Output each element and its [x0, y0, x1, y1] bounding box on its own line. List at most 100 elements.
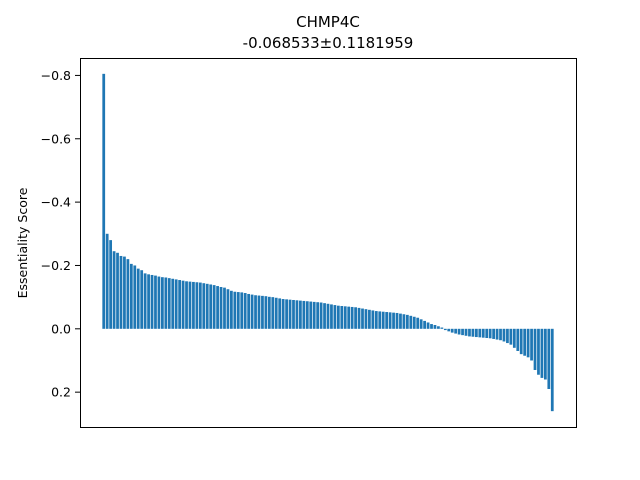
bar — [461, 328, 464, 336]
bar — [495, 328, 499, 340]
bar — [147, 274, 150, 329]
bar — [388, 312, 392, 329]
bar — [188, 281, 192, 329]
bar — [399, 313, 402, 329]
bar — [416, 317, 420, 329]
bar — [216, 286, 219, 329]
y-tick-label: 0.0 — [51, 321, 71, 336]
bar — [533, 328, 537, 370]
bar — [202, 283, 206, 329]
bar — [336, 305, 340, 329]
bar — [423, 320, 426, 329]
bar — [181, 280, 185, 329]
bar — [305, 301, 309, 329]
bar — [316, 302, 320, 329]
chart-subtitle: -0.068533±0.1181959 — [243, 34, 414, 52]
bar — [340, 306, 344, 329]
bar — [509, 328, 513, 345]
bar — [523, 328, 527, 356]
bar — [302, 300, 306, 329]
bar — [357, 307, 361, 329]
bar — [550, 328, 554, 412]
bar — [119, 255, 123, 329]
bar — [312, 301, 316, 329]
bar — [233, 291, 237, 329]
bar — [433, 325, 437, 329]
bar — [174, 279, 178, 329]
chart-title: CHMP4C — [296, 13, 360, 31]
bar — [154, 275, 157, 329]
bar — [261, 295, 264, 329]
bar — [519, 328, 523, 355]
bar — [240, 292, 244, 329]
bar — [136, 268, 140, 329]
y-axis-label: Essentiality Score — [15, 187, 30, 298]
bar — [295, 300, 299, 329]
y-tick-label: 0.2 — [51, 385, 71, 400]
bar — [371, 310, 375, 329]
bar — [209, 284, 213, 329]
bar — [223, 287, 226, 329]
bar — [409, 315, 413, 329]
bar — [354, 307, 357, 329]
bar — [161, 277, 164, 329]
bar — [364, 309, 368, 329]
bar — [219, 287, 223, 329]
bar — [109, 240, 113, 329]
bar — [506, 328, 509, 344]
bar — [368, 309, 371, 329]
bar — [164, 277, 168, 329]
bar — [405, 314, 409, 329]
bar — [426, 322, 430, 329]
bar — [247, 293, 251, 329]
bar — [378, 311, 382, 329]
bar — [123, 256, 126, 329]
bar — [350, 306, 354, 329]
bar — [488, 328, 492, 339]
bar — [464, 328, 468, 336]
bar — [454, 328, 458, 334]
bar — [540, 328, 544, 378]
bar — [323, 303, 326, 329]
bar — [143, 273, 147, 329]
bar — [468, 328, 471, 337]
bar — [343, 306, 347, 329]
bar — [443, 328, 447, 331]
bar — [257, 295, 261, 329]
bar — [299, 300, 302, 329]
bar — [212, 285, 216, 329]
bar — [171, 278, 175, 329]
bar — [478, 328, 482, 338]
bar — [502, 328, 506, 342]
bar — [481, 328, 485, 338]
bar — [437, 326, 440, 329]
bar — [381, 311, 385, 329]
bar — [185, 281, 188, 329]
plot-frame — [80, 58, 577, 428]
bar — [226, 289, 230, 329]
bar — [274, 297, 278, 329]
bar — [326, 303, 330, 329]
bar — [243, 293, 247, 329]
bar — [157, 276, 161, 329]
bar — [457, 328, 461, 335]
bar — [347, 306, 351, 329]
y-tick-label: −0.2 — [41, 258, 71, 273]
bar — [543, 328, 547, 380]
y-tick-label: −0.4 — [41, 195, 71, 210]
bar — [412, 316, 416, 329]
bar — [537, 328, 540, 375]
bar — [440, 327, 444, 329]
bar — [450, 328, 454, 333]
bar — [492, 328, 495, 339]
bar — [361, 308, 364, 329]
bar — [133, 265, 137, 329]
bars — [102, 73, 554, 412]
bar — [102, 73, 106, 329]
bar — [192, 281, 195, 329]
y-axis: −0.8 −0.6 −0.4 −0.2 0.0 0.2 — [41, 68, 80, 400]
bar — [112, 251, 116, 329]
bar — [485, 328, 489, 338]
bar — [236, 292, 240, 329]
